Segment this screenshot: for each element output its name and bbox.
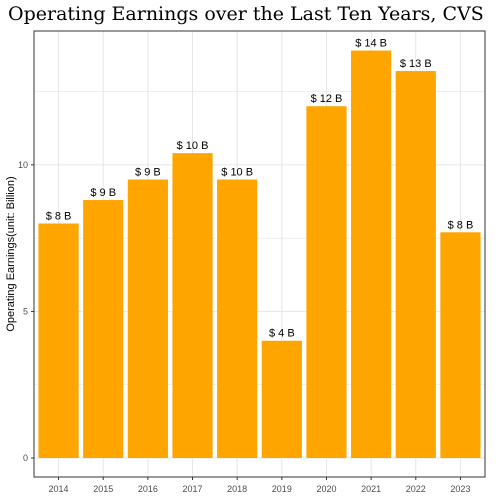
data-label-2019: $ 4 B [269, 328, 295, 340]
bar-2014 [38, 223, 79, 458]
data-label-2020: $ 12 B [311, 93, 343, 105]
data-label-2023: $ 8 B [448, 219, 474, 231]
bar-layer [38, 50, 481, 459]
bar-2021 [351, 50, 392, 459]
x-tick-2016: 2016 [138, 484, 158, 494]
panel-border [33, 30, 486, 478]
y-axis-title: Operating Earnings(unit: Billion) [5, 176, 17, 331]
data-label-2014: $ 8 B [46, 210, 72, 222]
data-label-layer: $ 8 B $ 9 B $ 9 B $ 10 B $ 10 B $ 4 B $ 12 B $ … [46, 38, 474, 340]
x-tick-2021: 2021 [361, 484, 381, 494]
x-tick-2023: 2023 [450, 484, 470, 494]
bar-2023 [440, 232, 481, 458]
y-tick-10: 10 [18, 160, 28, 170]
bar-2017 [172, 153, 213, 458]
data-label-2022: $ 13 B [400, 58, 432, 70]
x-tick-2014: 2014 [49, 484, 69, 494]
bar-2022 [395, 71, 436, 459]
x-tick-2018: 2018 [227, 484, 247, 494]
data-label-2016: $ 9 B [135, 167, 161, 179]
x-tick-2020: 2020 [316, 484, 336, 494]
y-tick-0: 0 [23, 453, 28, 463]
chart-title: Operating Earnings over the Last Ten Yea… [8, 3, 484, 25]
data-label-2017: $ 10 B [177, 140, 209, 152]
data-label-2021: $ 14 B [355, 38, 387, 50]
x-tick-layer: 2014 2015 2016 2017 2018 2019 2020 2021 2022 2023 [49, 477, 470, 494]
bar-2018 [217, 179, 258, 458]
bar-2020 [306, 106, 347, 458]
x-tick-2022: 2022 [406, 484, 426, 494]
bar-2019 [261, 340, 302, 458]
bar-2015 [83, 200, 124, 458]
y-tick-5: 5 [23, 306, 28, 316]
x-tick-2019: 2019 [272, 484, 292, 494]
x-tick-2015: 2015 [93, 484, 113, 494]
bar-2016 [127, 179, 168, 458]
data-label-2018: $ 10 B [221, 167, 253, 179]
x-tick-2017: 2017 [183, 484, 203, 494]
data-label-2015: $ 9 B [90, 187, 116, 199]
y-tick-layer: 0 5 10 [18, 160, 34, 463]
